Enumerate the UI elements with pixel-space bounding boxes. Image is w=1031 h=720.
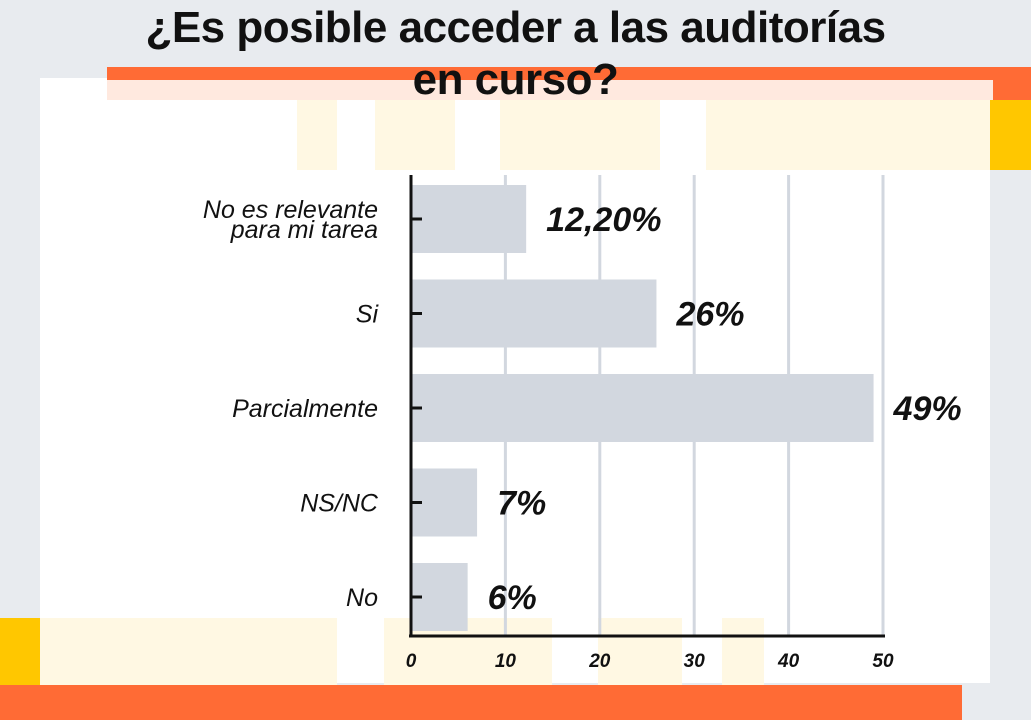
pale-bottom-block-4	[722, 618, 764, 685]
bar-2	[411, 374, 874, 442]
value-label-4: 6%	[488, 579, 537, 617]
x-tick-label-30: 30	[684, 651, 706, 672]
pale-block-2	[375, 100, 455, 170]
yellow-left-block	[0, 618, 40, 685]
value-label-3: 7%	[497, 485, 546, 523]
pale-block-4	[706, 100, 990, 170]
category-label-4: No	[346, 584, 378, 612]
chart-title-line-2: en curso?	[412, 55, 619, 104]
pale-block-1	[297, 100, 337, 170]
x-tick-label-10: 10	[495, 651, 517, 672]
category-label-3: NS/NC	[300, 490, 379, 518]
pale-bottom-block-3	[598, 618, 682, 685]
x-tick-label-50: 50	[872, 651, 894, 672]
category-label-2: Parcialmente	[232, 395, 378, 423]
bar-1	[411, 279, 657, 348]
orange-bottom-stripe	[0, 685, 962, 720]
x-tick-label-20: 20	[588, 651, 611, 672]
chart-title-line-1: ¿Es posible acceder a las auditorías	[145, 3, 886, 52]
x-tick-label-40: 40	[777, 651, 800, 672]
value-label-1: 26%	[675, 296, 744, 334]
category-label-1: Si	[356, 301, 380, 329]
category-label-0: No es relevante para mi tarea	[203, 196, 378, 244]
value-label-0: 12,20%	[546, 201, 661, 239]
pale-block-3	[500, 100, 660, 170]
bar-0	[411, 185, 527, 253]
bar-3	[411, 468, 478, 537]
value-label-2: 49%	[893, 390, 962, 428]
pale-bottom-block-1	[40, 618, 337, 685]
x-tick-label-0: 0	[406, 651, 417, 672]
yellow-right-block	[990, 100, 1031, 170]
chart-title: ¿Es posible acceder a las auditorías en …	[0, 2, 1031, 106]
pale-top-stripe	[107, 80, 993, 100]
